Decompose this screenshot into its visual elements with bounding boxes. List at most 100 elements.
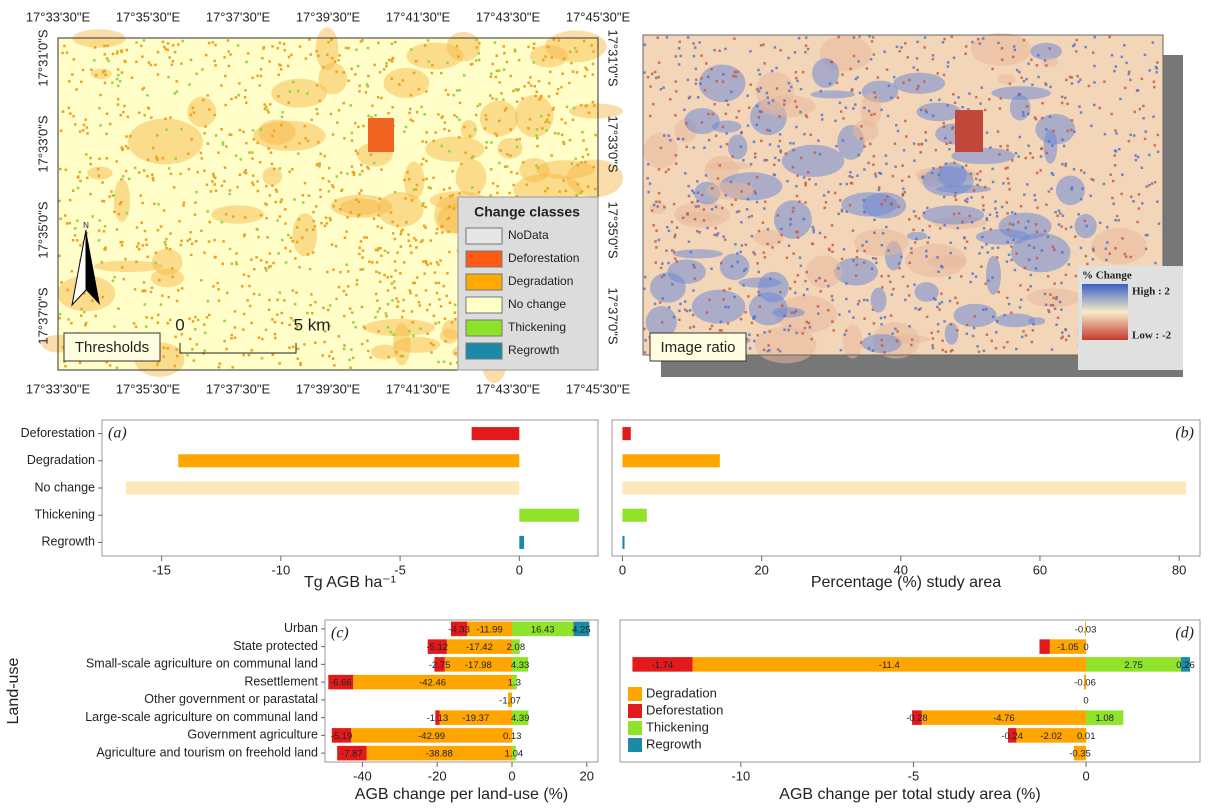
map-pixel — [512, 183, 515, 187]
map-pixel — [940, 300, 944, 304]
map-pixel — [1093, 35, 1096, 39]
map-pixel — [982, 308, 985, 311]
map-pixel — [242, 130, 245, 134]
map-pixel — [276, 47, 280, 50]
map-pixel — [873, 218, 876, 222]
map-pixel — [710, 207, 714, 211]
map-pixel — [978, 252, 981, 255]
value-label: -5.12 — [426, 642, 448, 653]
map-pixel — [773, 46, 777, 49]
map-pixel — [769, 277, 772, 280]
map-pixel — [721, 80, 725, 83]
map-pixel — [1040, 249, 1044, 252]
map-pixel — [998, 107, 1002, 110]
map-pixel — [252, 292, 256, 296]
map-patch — [340, 198, 382, 216]
bar-segment — [439, 710, 512, 725]
map-pixel — [1129, 133, 1132, 137]
map-pixel — [450, 321, 454, 324]
map-pixel — [801, 70, 805, 74]
map-pixel — [833, 191, 837, 195]
map-pixel — [1037, 54, 1040, 57]
map-pixel — [324, 216, 328, 220]
map-pixel — [550, 154, 553, 157]
map-patch — [127, 118, 203, 165]
map-pixel — [706, 75, 710, 79]
map-pixel — [108, 122, 112, 126]
map-patch — [1035, 114, 1076, 145]
x-tick-label: 0 — [516, 562, 523, 577]
map-pixel — [757, 89, 761, 93]
map-patch — [906, 231, 928, 241]
map-pixel — [321, 354, 324, 357]
map-pixel — [90, 68, 93, 72]
map-pixel — [856, 249, 859, 253]
map-pixel — [753, 315, 756, 318]
map-pixel — [1156, 150, 1160, 154]
map-pixel — [908, 78, 911, 82]
map-pixel — [135, 245, 139, 248]
map-pixel — [391, 56, 395, 60]
map-pixel — [298, 142, 301, 145]
map-pixel — [849, 171, 852, 174]
map-pixel — [927, 236, 931, 239]
map-pixel — [1103, 80, 1106, 83]
map-pixel — [757, 68, 760, 72]
map-pixel — [920, 142, 924, 146]
map-pixel — [718, 329, 722, 332]
map-pixel — [387, 355, 390, 359]
map-pixel — [1060, 225, 1063, 228]
map-patch — [841, 192, 898, 217]
map-pixel — [252, 137, 256, 141]
latitude-label: 17°37'0"S — [606, 287, 621, 344]
map-pixel — [744, 310, 747, 314]
map-pixel — [1032, 323, 1035, 326]
map-pixel — [130, 76, 134, 80]
map-pixel — [410, 48, 413, 51]
bar-segment — [351, 728, 512, 743]
map-pixel — [763, 331, 766, 334]
map-patch — [842, 324, 863, 359]
map-pixel — [787, 244, 791, 247]
map-pixel — [478, 103, 482, 106]
map-pixel — [659, 146, 663, 150]
map-pixel — [77, 175, 80, 178]
map-pixel — [842, 117, 845, 120]
map-pixel — [979, 102, 982, 105]
map-pixel — [81, 68, 85, 72]
map-pixel — [1026, 112, 1030, 116]
map-pixel — [768, 348, 771, 352]
map-pixel — [838, 101, 842, 105]
map-pixel — [961, 220, 964, 224]
map-pixel — [796, 236, 800, 239]
map-pixel — [139, 194, 142, 197]
map-pixel — [573, 46, 577, 50]
map-pixel — [897, 205, 900, 209]
map-patch — [691, 289, 746, 324]
map-pixel — [1008, 188, 1011, 191]
map-pixel — [262, 47, 265, 50]
map-pixel — [78, 361, 82, 364]
map-pixel — [1061, 138, 1064, 142]
map-pixel — [788, 89, 791, 93]
map-pixel — [869, 142, 872, 146]
map-pixel — [1087, 84, 1091, 88]
map-pixel — [193, 213, 197, 216]
map-pixel — [294, 257, 297, 260]
map-pixel — [673, 257, 677, 260]
map-pixel — [393, 40, 397, 44]
map-pixel — [713, 48, 716, 52]
map-pixel — [189, 113, 193, 117]
map-pixel — [1123, 252, 1127, 256]
map-pixel — [1041, 101, 1044, 105]
map-pixel — [983, 108, 987, 112]
map-pixel — [165, 128, 168, 131]
y-tick-label: Deforestation — [21, 426, 95, 440]
map-pixel — [652, 102, 655, 106]
map-pixel — [585, 148, 588, 151]
map-pixel — [803, 326, 807, 330]
map-patch — [727, 134, 748, 160]
map-pixel — [805, 270, 808, 274]
map-pixel — [913, 241, 917, 244]
